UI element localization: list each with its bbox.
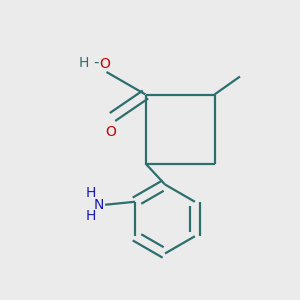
Text: N: N [94,198,104,212]
Text: H: H [79,56,89,70]
Text: O: O [100,56,110,70]
Text: O: O [106,124,116,139]
Text: -: - [93,55,99,70]
Text: H: H [85,186,96,200]
Text: H: H [85,209,96,223]
